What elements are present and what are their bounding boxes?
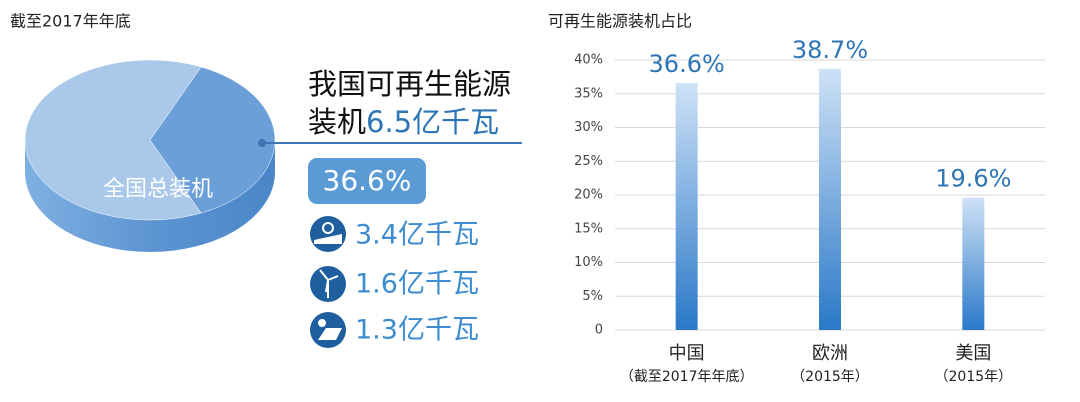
x-tick-label: 欧洲 — [812, 343, 848, 364]
share-badge — [308, 158, 426, 204]
pie-slice — [149, 66, 276, 214]
x-tick-sublabel: （2015年） — [791, 369, 869, 385]
y-tick-label: 35% — [574, 86, 603, 101]
breakdown-label: 3.4亿千瓦 — [355, 220, 479, 251]
wind-icon — [310, 266, 346, 302]
bar — [675, 82, 698, 330]
callout-dot — [258, 139, 266, 147]
bar — [962, 197, 985, 330]
pie-slice — [24, 59, 202, 221]
breakdown-label: 1.6亿千瓦 — [355, 269, 479, 300]
x-tick-sublabel: （截至2017年年底） — [620, 369, 754, 385]
bar — [819, 68, 841, 331]
x-tick-label: 美国 — [955, 343, 991, 364]
y-tick-label: 30% — [574, 120, 603, 135]
callout-text: 装机6.5亿千瓦 — [308, 105, 499, 139]
breakdown-label: 1.3亿千瓦 — [355, 315, 479, 346]
x-tick-label: 中国 — [669, 343, 705, 364]
hydro-icon — [310, 216, 346, 252]
bar-title: 可再生能源装机占比 — [548, 12, 692, 31]
share-label: 36.6% — [323, 164, 412, 197]
slice-label: 全国总装机 — [103, 177, 213, 202]
y-tick-label: 25% — [574, 154, 603, 169]
x-tick-sublabel: （2015年） — [935, 369, 1013, 385]
y-tick-label: 15% — [574, 221, 603, 236]
value-label: 36.6% — [649, 50, 725, 78]
y-tick-label: 5% — [582, 289, 603, 304]
pie-title: 截至2017年年底 — [10, 12, 131, 31]
solar-icon — [310, 312, 346, 348]
value-label: 19.6% — [935, 165, 1011, 193]
pie — [24, 59, 276, 221]
y-tick-label: 20% — [574, 188, 603, 203]
y-tick-label: 0 — [595, 323, 603, 338]
y-tick-label: 40% — [574, 53, 603, 68]
y-tick-label: 10% — [574, 255, 603, 270]
value-label: 38.7% — [792, 36, 868, 64]
callout-amount: 6.5亿千瓦 — [366, 105, 499, 139]
bar-panel: 可再生能源装机占比 0 10% 15% 20% 25% 30% 35% 40% 5% 36.6% 中… — [548, 12, 1045, 385]
left-panel: 截至2017年年底 全国总装机 我国可再生能源 装机6.5亿千瓦 36.6% 3… — [10, 12, 522, 348]
callout-text: 装机 — [308, 105, 366, 139]
callout-text: 我国可再生能源 — [308, 67, 511, 101]
